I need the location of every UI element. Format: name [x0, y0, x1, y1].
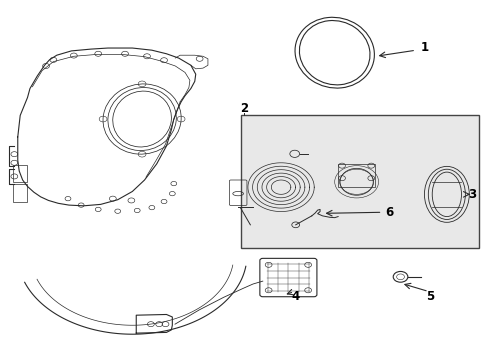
Bar	[240, 116, 478, 248]
Bar	[337, 164, 374, 187]
Bar	[13, 184, 27, 202]
Text: 4: 4	[291, 290, 299, 303]
Text: 6: 6	[385, 207, 393, 220]
Text: 1: 1	[420, 41, 428, 54]
Text: 2: 2	[240, 103, 248, 116]
Bar	[13, 165, 27, 182]
Text: 3: 3	[467, 188, 475, 201]
Text: 5: 5	[425, 290, 433, 303]
